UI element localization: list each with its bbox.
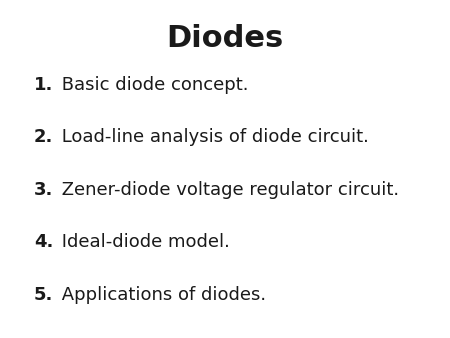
Text: Diodes: Diodes [166, 24, 284, 53]
Text: Applications of diodes.: Applications of diodes. [56, 286, 266, 304]
Text: 5.: 5. [34, 286, 53, 304]
Text: Ideal-diode model.: Ideal-diode model. [56, 233, 230, 251]
Text: Zener-diode voltage regulator circuit.: Zener-diode voltage regulator circuit. [56, 181, 400, 199]
Text: 2.: 2. [34, 128, 53, 146]
Text: 3.: 3. [34, 181, 53, 199]
Text: 1.: 1. [34, 76, 53, 94]
Text: 4.: 4. [34, 233, 53, 251]
Text: Load-line analysis of diode circuit.: Load-line analysis of diode circuit. [56, 128, 369, 146]
Text: Basic diode concept.: Basic diode concept. [56, 76, 249, 94]
